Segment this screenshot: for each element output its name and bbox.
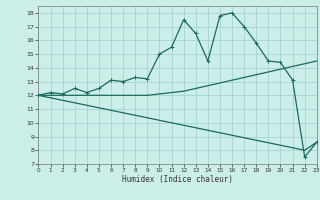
X-axis label: Humidex (Indice chaleur): Humidex (Indice chaleur) — [122, 175, 233, 184]
